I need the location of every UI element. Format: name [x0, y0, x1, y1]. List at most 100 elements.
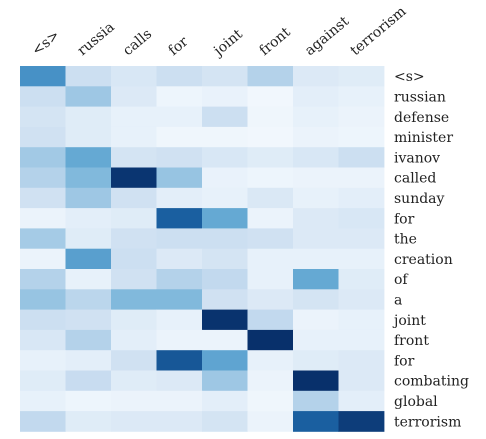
heatmap-cell — [65, 86, 112, 107]
y-tick-label: of — [394, 272, 409, 288]
heatmap-cell — [338, 66, 385, 87]
x-axis-labels: <s> russia calls for joint front againstterror… — [29, 4, 409, 61]
heatmap-cell — [293, 248, 339, 270]
heatmap-cell — [156, 329, 203, 351]
heatmap-cell — [111, 269, 157, 290]
heatmap-cell — [156, 167, 203, 189]
heatmap-cell — [111, 106, 157, 128]
y-tick-label: combating — [394, 374, 469, 390]
x-tick-label: front — [257, 24, 294, 59]
x-tick-label: russia — [75, 19, 118, 59]
heatmap-cell — [338, 329, 385, 351]
y-tick-label: front — [394, 333, 429, 349]
heatmap-cell — [65, 289, 112, 310]
heatmap-cell — [293, 269, 339, 290]
heatmap-cell — [20, 228, 66, 250]
heatmap-cell — [338, 208, 385, 229]
y-tick-label: sunday — [394, 191, 445, 207]
x-tick-label: <s> — [29, 27, 63, 59]
heatmap-cell — [65, 329, 112, 351]
heatmap-cell — [156, 390, 203, 412]
heatmap-cell — [338, 248, 385, 270]
heatmap-cell — [247, 329, 294, 351]
heatmap-cell — [202, 228, 248, 250]
heatmap-cell — [293, 147, 339, 168]
heatmap-cell — [111, 370, 157, 392]
heatmap-cell — [65, 126, 112, 148]
heatmap-cell — [156, 309, 203, 331]
heatmap-cell — [202, 106, 248, 128]
heatmap-cell — [247, 228, 294, 250]
heatmap-cell — [247, 147, 294, 168]
heatmap-cell — [20, 390, 66, 412]
heatmap-cell — [247, 167, 294, 189]
heatmap-cell — [293, 411, 339, 432]
heatmap-cell — [247, 390, 294, 412]
heatmap-cell — [293, 329, 339, 351]
heatmap-cell — [247, 208, 294, 229]
heatmap-cell — [20, 269, 66, 290]
heatmap-cell — [111, 208, 157, 229]
heatmap-cell — [202, 309, 248, 331]
heatmap-cell — [156, 106, 203, 128]
heatmap-cell — [293, 309, 339, 331]
heatmap-cell — [156, 147, 203, 168]
heatmap-cell — [20, 208, 66, 229]
x-tick-label: against — [302, 13, 352, 59]
heatmap-cell — [338, 269, 385, 290]
heatmap-cell — [293, 86, 339, 107]
heatmap-cell — [111, 66, 157, 87]
heatmap-cell — [20, 66, 66, 87]
heatmap-cell — [202, 269, 248, 290]
heatmap-cell — [293, 167, 339, 189]
y-tick-label: a — [394, 292, 402, 308]
heatmap-cell — [65, 370, 112, 392]
heatmap-cell — [338, 411, 385, 432]
heatmap-cell — [20, 106, 66, 128]
heatmap-cell — [20, 147, 66, 168]
heatmap-cell — [20, 289, 66, 310]
heatmap-cell — [111, 126, 157, 148]
heatmap-cell — [111, 329, 157, 351]
heatmap-cell — [338, 390, 385, 412]
heatmap-cell — [338, 289, 385, 310]
heatmap-cell — [202, 329, 248, 351]
heatmap-cell — [247, 86, 294, 107]
heatmap-cell — [202, 126, 248, 148]
heatmap-cell — [65, 147, 112, 168]
heatmap-cell — [156, 350, 203, 371]
heatmap-cell — [65, 390, 112, 412]
heatmap-cell — [247, 289, 294, 310]
heatmap-cell — [20, 167, 66, 189]
heatmap-cell — [293, 289, 339, 310]
heatmap-cell — [111, 289, 157, 310]
heatmap-cell — [156, 126, 203, 148]
heatmap-cell — [293, 370, 339, 392]
y-tick-label: global — [394, 394, 438, 410]
heatmap-cell — [247, 248, 294, 270]
heatmap-cell — [202, 187, 248, 209]
heatmap-cell — [65, 167, 112, 189]
heatmap-cell — [20, 309, 66, 331]
heatmap-cell — [20, 248, 66, 270]
heatmap-cell — [111, 390, 157, 412]
heatmap-cell — [65, 228, 112, 250]
x-tick-label: calls — [120, 26, 155, 59]
x-tick-label: joint — [210, 26, 247, 60]
y-tick-label: creation — [394, 252, 453, 268]
heatmap-cell — [247, 269, 294, 290]
heatmap-cell — [202, 147, 248, 168]
y-tick-label: <s> — [394, 69, 425, 85]
y-tick-label: minister — [394, 130, 453, 146]
heatmap-cell — [338, 350, 385, 371]
heatmap-cell — [20, 86, 66, 107]
heatmap-cell — [156, 269, 203, 290]
x-tick-label: terrorism — [348, 4, 410, 60]
heatmap-cell — [202, 390, 248, 412]
heatmap-cell — [156, 86, 203, 107]
heatmap-cell — [20, 187, 66, 209]
heatmap-cell — [338, 370, 385, 392]
heatmap-cell — [111, 187, 157, 209]
heatmap-cell — [247, 187, 294, 209]
